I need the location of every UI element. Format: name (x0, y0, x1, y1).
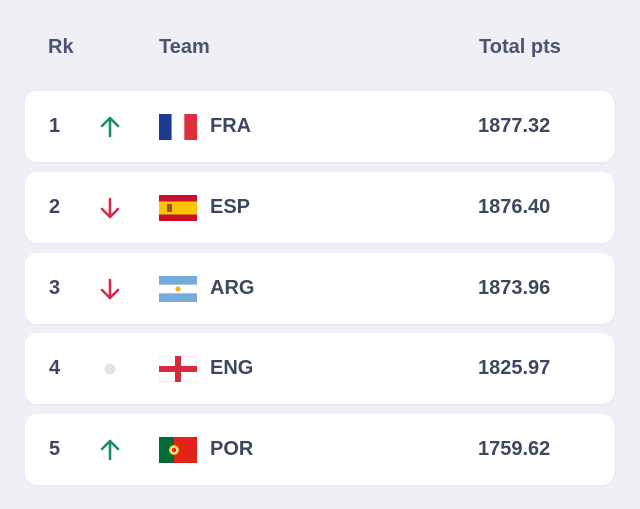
rank-value: 4 (49, 357, 61, 379)
rank-value: 2 (49, 196, 61, 218)
table-row[interactable]: 2 ESP 1876.40 (25, 172, 614, 243)
arrow-up-icon (97, 437, 123, 463)
spain-flag-icon (159, 195, 197, 221)
arrow-up-icon (97, 114, 123, 140)
england-flag-icon (159, 356, 197, 382)
no-change-dot-icon (97, 356, 123, 382)
rank-value: 5 (49, 438, 61, 460)
team-code: ESP (210, 196, 251, 218)
team-column-header: Team (159, 36, 210, 58)
team-code: POR (210, 438, 254, 460)
rank-value: 1 (49, 115, 61, 137)
total-points: 1877.32 (478, 115, 551, 137)
total-points: 1759.62 (478, 438, 551, 460)
team-code: ARG (210, 277, 255, 299)
table-row[interactable]: 3 ARG 1873.96 (25, 253, 614, 324)
france-flag-icon (159, 114, 197, 140)
rank-value: 3 (49, 277, 61, 299)
table-row[interactable]: 5 POR 1759.62 (25, 414, 614, 485)
total-points: 1825.97 (478, 357, 551, 379)
total-points: 1876.40 (478, 196, 551, 218)
argentina-flag-icon (159, 276, 197, 302)
portugal-flag-icon (159, 437, 197, 463)
arrow-down-icon (97, 276, 123, 302)
team-code: FRA (210, 115, 252, 137)
team-code: ENG (210, 357, 254, 379)
table-row[interactable]: 1 FRA 1877.32 (25, 91, 614, 162)
table-header: Rk Team Total pts (0, 0, 640, 90)
table-row[interactable]: 4 ENG 1825.97 (25, 333, 614, 404)
points-column-header: Total pts (479, 36, 561, 58)
rank-column-header: Rk (48, 36, 74, 58)
arrow-down-icon (97, 195, 123, 221)
total-points: 1873.96 (478, 277, 551, 299)
